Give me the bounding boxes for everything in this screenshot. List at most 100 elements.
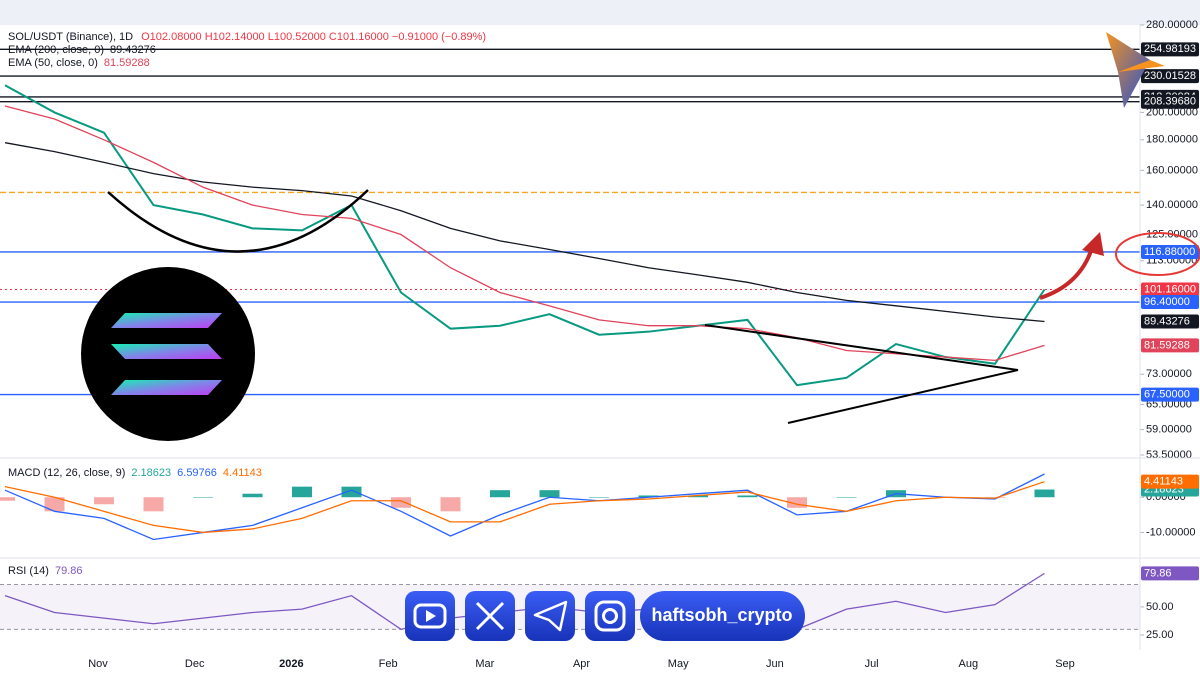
y-tick-label: 140.00000	[1146, 199, 1198, 211]
axis-label-box	[1141, 338, 1199, 353]
axis-label-box	[1141, 69, 1199, 84]
axis-label: 89.43276	[1144, 315, 1190, 327]
histogram-bar	[836, 497, 857, 498]
trendline	[787, 369, 1019, 424]
axis-label-box	[1141, 387, 1199, 402]
title: SOL/USDT (Binance), 1D	[8, 31, 133, 43]
axis-label-box	[1141, 94, 1199, 109]
histogram-bar	[391, 497, 411, 508]
axis-label: 79.86	[1144, 567, 1172, 579]
highlight-ellipse	[1115, 232, 1200, 276]
axis-label-box	[1141, 314, 1199, 329]
title: MACD (12, 26, close, 9)	[8, 467, 125, 479]
y-tick-label: 180.00000	[1146, 134, 1198, 146]
legend-entry: EMA (200, close, 0) 89.43276	[8, 44, 156, 56]
histogram-bar	[193, 497, 213, 498]
axis-label: 96.40000	[1144, 296, 1190, 308]
x-tick-label: Aug	[959, 658, 979, 670]
histogram-bar	[787, 497, 807, 508]
histogram-bar	[341, 486, 362, 498]
series-line	[4, 572, 1045, 631]
arrow-head	[1082, 232, 1104, 256]
series-line	[4, 142, 1045, 323]
arrow	[1039, 247, 1094, 300]
title: RSI (14)	[8, 565, 49, 577]
histogram-bar	[143, 497, 164, 512]
rsi-header: RSI (14) 79.86	[8, 565, 83, 577]
x-tick-label: Apr	[573, 658, 590, 670]
axis-label: 254.98193	[1144, 43, 1196, 55]
axis-label: 208.39680	[1144, 96, 1196, 108]
legend-value: 4.41143	[223, 467, 262, 479]
histogram-bar	[688, 495, 708, 498]
legend-entry: EMA (50, close, 0) 81.59288	[8, 57, 150, 69]
axis-label: 116.88000	[1144, 246, 1195, 258]
handle-pill[interactable]	[640, 591, 805, 641]
x-tick-label: Nov	[88, 658, 108, 670]
macd-header: MACD (12, 26, close, 9) 2.18623 6.59766 4.4…	[8, 467, 262, 479]
series-line	[4, 481, 1045, 534]
histogram-bar	[440, 497, 461, 512]
axis-label: 67.50000	[1144, 389, 1190, 401]
histogram-bar	[737, 495, 758, 498]
axis-label: 230.01528	[1144, 70, 1196, 82]
x-tick-label: 2026	[279, 658, 303, 670]
legend-value: 79.86	[55, 565, 83, 577]
cup-arc	[107, 189, 369, 253]
series-line	[4, 84, 1046, 387]
x-tick-label: Feb	[379, 658, 398, 670]
x-tick-label: Sep	[1055, 658, 1075, 670]
top-band	[0, 0, 1200, 25]
y-tick-label: 280.00000	[1146, 19, 1198, 31]
histogram-bar	[44, 497, 65, 512]
x-tick-label: Dec	[185, 658, 205, 670]
legend-value: 89.43276	[110, 44, 156, 56]
price-header: SOL/USDT (Binance), 1D O102.08000 H102.14…	[8, 31, 486, 43]
y-tick-label: 25.00	[1146, 629, 1174, 641]
y-tick-label: 160.00000	[1146, 164, 1198, 176]
x-tick-label: Jul	[865, 658, 879, 670]
x-tick-label: Mar	[475, 658, 494, 670]
histogram-bar	[589, 497, 609, 498]
histogram-bar	[242, 493, 263, 498]
y-tick-label: 73.00000	[1146, 368, 1192, 380]
histogram-bar	[0, 497, 15, 501]
histogram-bar	[292, 486, 312, 498]
axis-label-box	[1141, 566, 1199, 581]
legend-name: EMA (50, close, 0)	[8, 57, 98, 69]
y-tick-label: 59.00000	[1146, 423, 1192, 435]
x-tick-label: May	[668, 658, 689, 670]
series-line	[4, 473, 1045, 541]
trendline	[704, 324, 1019, 371]
histogram-bar	[1034, 489, 1055, 498]
histogram-bar	[539, 490, 560, 498]
legend-value: 81.59288	[104, 57, 150, 69]
telegram-button[interactable]	[525, 591, 575, 641]
series-line	[4, 105, 1045, 362]
histogram-bar	[490, 490, 510, 498]
y-tick-label: 50.00	[1146, 601, 1174, 613]
y-tick-label: 200.00000	[1146, 106, 1198, 118]
axis-label: 4.41143	[1144, 476, 1183, 488]
legend-value: 2.18623	[131, 467, 171, 479]
quote: O102.08000 H102.14000 L100.52000 C101.16…	[141, 31, 486, 43]
y-tick-label: -10.00000	[1146, 526, 1196, 538]
instagram-button[interactable]	[585, 591, 635, 641]
histogram-bar	[638, 495, 659, 498]
x-tick-label: Jun	[766, 658, 784, 670]
axis-label-box	[1141, 244, 1199, 259]
brand-logo	[1106, 32, 1165, 108]
solana-logo	[81, 267, 255, 441]
legend-name: EMA (200, close, 0)	[8, 44, 104, 56]
axis-label-box	[1141, 295, 1199, 310]
axis-label-box	[1141, 474, 1199, 489]
axis-label: 81.59288	[1144, 339, 1190, 351]
y-tick-label: 53.50000	[1146, 449, 1192, 461]
social-bar: haftsobh_crypto	[405, 591, 805, 641]
histogram-bar	[94, 497, 114, 505]
legend-value: 6.59766	[177, 467, 217, 479]
histogram-bar	[985, 497, 1005, 498]
axis-label: 101.16000	[1144, 283, 1196, 295]
